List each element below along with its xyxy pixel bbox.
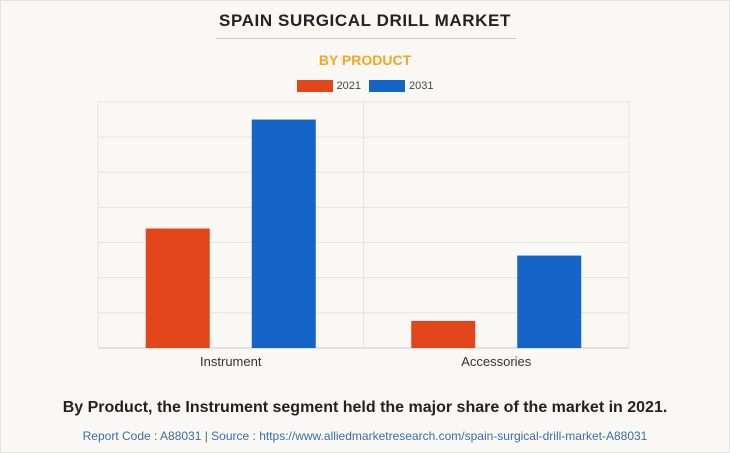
bar-chart: Instrument Accessories — [97, 101, 630, 369]
title-divider — [216, 38, 516, 39]
bar-2031-instrument — [251, 119, 316, 348]
chart-title: SPAIN SURGICAL DRILL MARKET — [219, 11, 511, 30]
bar-2021-accessories — [411, 320, 476, 348]
bar-2031-accessories — [517, 255, 582, 348]
x-tick-label: Instrument — [200, 354, 262, 369]
legend: 2021 2031 — [1, 80, 729, 92]
legend-swatch-2021 — [296, 80, 333, 92]
legend-label-2031: 2031 — [409, 80, 434, 92]
bar-2021-instrument — [145, 228, 210, 348]
chart-caption: By Product, the Instrument segment held … — [62, 399, 668, 416]
legend-label-2021: 2021 — [336, 80, 361, 92]
legend-item-2031[interactable]: 2031 — [369, 80, 433, 92]
legend-item-2021[interactable]: 2021 — [296, 80, 361, 92]
x-tick-label: Accessories — [461, 354, 532, 369]
source-line[interactable]: Report Code : A88031 | Source : https://… — [82, 429, 648, 443]
legend-swatch-2031 — [369, 80, 405, 92]
chart-subtitle: BY PRODUCT — [318, 52, 412, 68]
